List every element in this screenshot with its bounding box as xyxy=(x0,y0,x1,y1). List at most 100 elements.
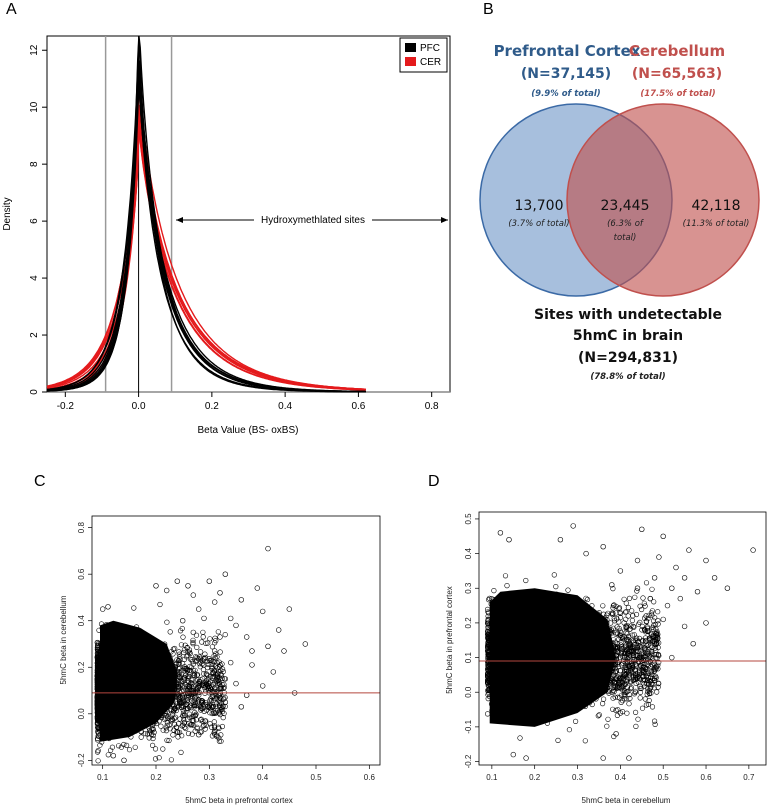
c-cloud-point xyxy=(188,704,194,711)
c-cloud-point xyxy=(209,684,215,690)
d-cloud-point xyxy=(639,705,646,711)
d-cloud-point xyxy=(610,687,617,693)
d-cloud-point xyxy=(486,596,492,603)
c-cloud-point xyxy=(209,710,215,717)
c-cloud-point xyxy=(168,757,174,763)
d-cloud-point xyxy=(652,666,659,672)
panel-c-y-axis-label: 5hmC beta in cerebellum xyxy=(59,595,68,684)
c-data-point-17 xyxy=(233,680,239,687)
d-cloud-point xyxy=(618,685,624,692)
c-cloud-point xyxy=(198,649,204,655)
a-x-tick-label-2: 0.2 xyxy=(205,401,219,412)
c-cloud-point xyxy=(180,660,186,667)
d-cloud-point xyxy=(617,675,623,681)
d-cloud-point xyxy=(630,638,636,644)
d-cloud-point xyxy=(629,617,636,624)
d-cloud-point xyxy=(643,702,650,708)
cer-density-curve-3 xyxy=(46,127,366,391)
c-cloud-point xyxy=(94,647,101,653)
c-cloud-point xyxy=(206,704,212,711)
d-cloud-point xyxy=(624,636,631,643)
c-cloud-point xyxy=(187,650,193,657)
c-cloud-point xyxy=(156,755,162,761)
c-cloud-point xyxy=(221,710,227,717)
d-cloud-point xyxy=(626,648,632,654)
a-y-tick-label-6: 12 xyxy=(29,44,40,56)
c-data-point-41 xyxy=(249,648,255,654)
d-cloud-point xyxy=(624,677,631,683)
panel-b-venn-diagram: B Prefrontal Cortex Cerebellum (N=37,145… xyxy=(479,1,760,382)
d-cloud-point xyxy=(636,664,643,670)
c-cloud-point xyxy=(158,723,164,729)
cer-density-curve-5 xyxy=(46,122,366,391)
c-cloud-point xyxy=(182,675,188,681)
c-cloud-point xyxy=(131,605,137,611)
c-data-point-4 xyxy=(260,608,266,615)
d-cloud-point xyxy=(632,594,638,600)
d-cloud-point xyxy=(551,572,557,578)
c-cloud-point xyxy=(220,714,226,721)
c-cloud-point xyxy=(207,636,213,642)
c-cloud-point xyxy=(185,697,191,703)
c-cloud-point xyxy=(212,695,218,702)
venn-overlap-note-2: total) xyxy=(614,233,637,243)
c-cloud-point xyxy=(202,651,208,657)
c-data-point-5 xyxy=(254,585,260,591)
d-cloud-point xyxy=(646,612,652,618)
c-cloud-point xyxy=(189,657,195,663)
d-cloud-point xyxy=(635,642,641,649)
d-cloud-point xyxy=(631,624,637,630)
c-data-point-34 xyxy=(121,757,127,763)
c-cloud-point xyxy=(180,713,186,719)
d-cloud-point xyxy=(583,595,589,601)
d-cloud-point xyxy=(553,583,559,590)
d-cloud-point xyxy=(604,723,610,729)
a-x-tick-label-3: 0.4 xyxy=(278,401,292,412)
panel-c-scatter: C 0.1 0.2 0.3 0.4 0.5 0.6 -0.20.00.20.40.60.8… xyxy=(34,473,381,805)
c-cloud-point xyxy=(209,644,215,650)
c-cloud-point xyxy=(165,714,171,720)
c-data-point-30 xyxy=(260,683,266,689)
d-cloud-point xyxy=(627,678,634,684)
d-cloud-point xyxy=(639,623,645,630)
d-cloud-point xyxy=(629,608,635,614)
c-cloud-point xyxy=(152,756,159,762)
c-y-tick-label-0: -0.2 xyxy=(77,753,86,767)
c-data-point-36 xyxy=(99,606,106,612)
c-cloud-point xyxy=(177,673,183,679)
d-cloud-point xyxy=(642,635,649,641)
c-cloud-point xyxy=(199,706,205,712)
d-cloud-point xyxy=(651,685,657,691)
c-data-point-15 xyxy=(190,592,197,598)
c-cloud-point xyxy=(177,628,184,634)
d-cloud-point xyxy=(631,691,638,697)
a-y-tick-label-3: 6 xyxy=(29,218,40,224)
c-cloud-point xyxy=(123,742,130,749)
venn-undetectable-count: (N=294,831) xyxy=(578,350,678,366)
c-cloud-point xyxy=(198,705,204,711)
d-cloud-point xyxy=(637,695,643,701)
c-cloud-point xyxy=(194,644,200,651)
c-cloud-point xyxy=(183,666,189,672)
c-cloud-point xyxy=(216,679,222,685)
c-cloud-point xyxy=(216,738,222,744)
c-y-tick-label-1: 0.0 xyxy=(77,708,86,720)
d-cloud-point xyxy=(504,582,510,589)
c-cloud-point xyxy=(185,694,191,701)
d-cloud-point xyxy=(637,652,643,659)
cer-density-curve-0 xyxy=(46,122,366,391)
panel-a-x-ticks: -0.2 0.0 0.2 0.4 0.6 0.8 xyxy=(57,392,439,412)
d-cloud-point xyxy=(638,606,645,613)
d-cloud-point xyxy=(629,665,635,671)
c-cloud-point xyxy=(197,664,203,670)
c-cloud-point xyxy=(94,737,101,743)
d-cloud-point xyxy=(652,621,658,628)
c-y-tick-label-2: 0.2 xyxy=(77,661,86,673)
d-cloud-point xyxy=(645,642,651,648)
c-cloud-point xyxy=(193,686,200,692)
d-cloud-point xyxy=(655,609,661,615)
c-cloud-point xyxy=(177,699,183,705)
c-cloud-point xyxy=(180,722,186,728)
c-cloud-point xyxy=(200,629,206,635)
c-cloud-point xyxy=(97,742,103,748)
